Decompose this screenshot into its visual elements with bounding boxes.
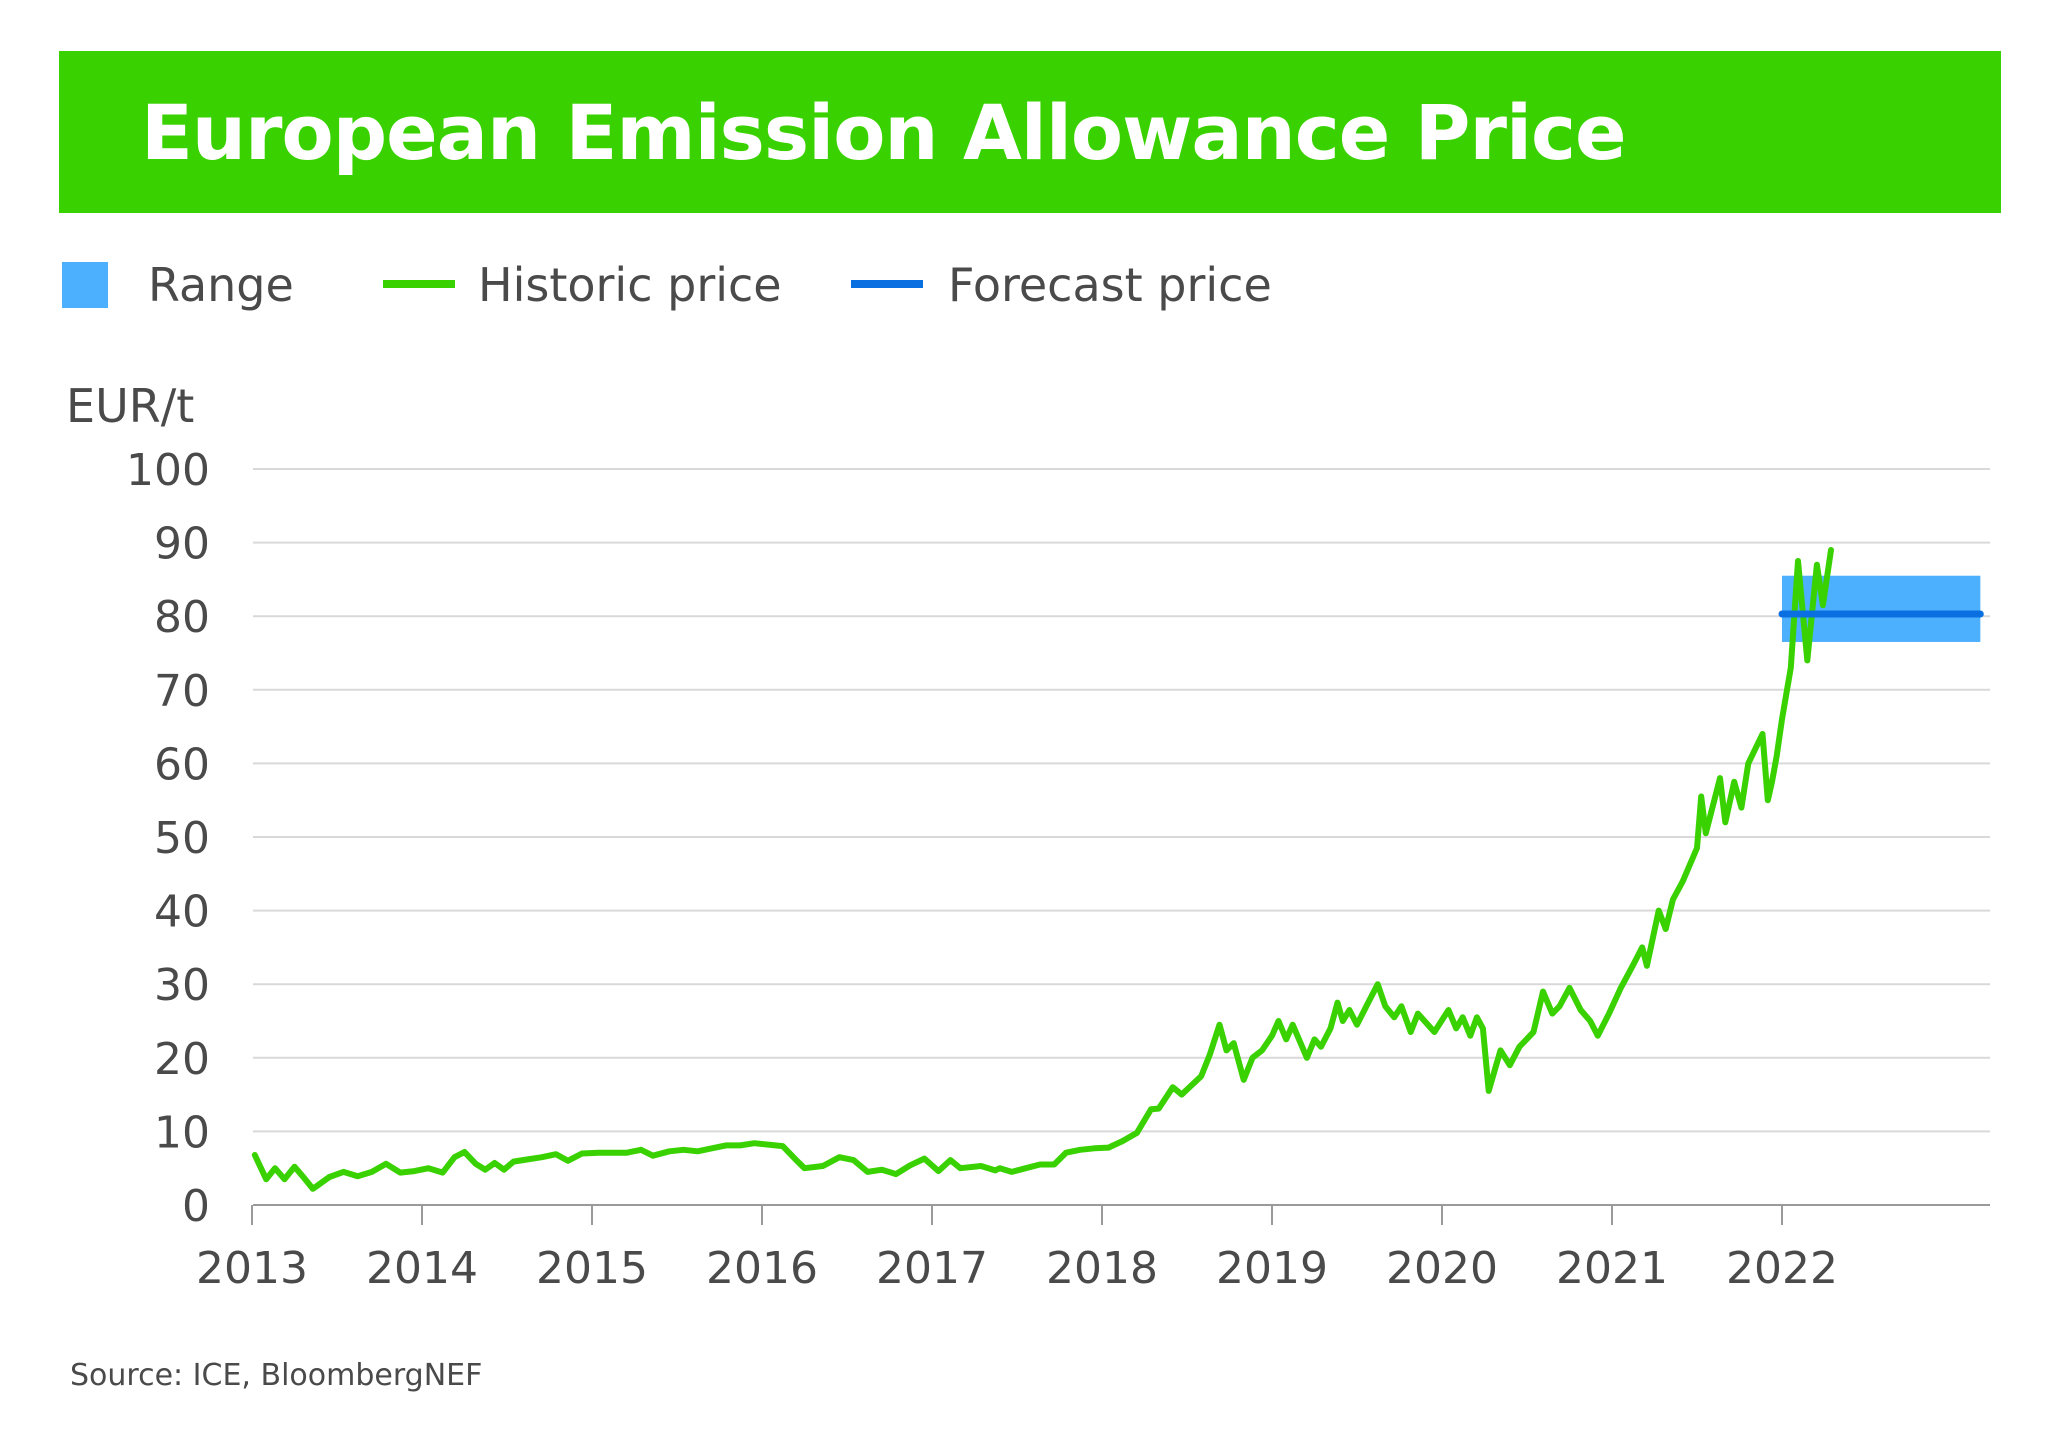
x-tick-label: 2018: [1046, 1243, 1158, 1294]
y-tick-label: 60: [154, 739, 210, 790]
x-tick-label: 2020: [1386, 1243, 1498, 1294]
legend-item-forecast: Forecast price: [851, 255, 1291, 315]
y-tick-label: 20: [154, 1034, 210, 1085]
grid-lines: [253, 468, 1990, 1133]
y-tick-label: 0: [182, 1181, 210, 1232]
y-tick-label: 70: [154, 666, 210, 717]
legend-label-historic: Historic price: [478, 258, 782, 312]
y-tick-label: 90: [154, 519, 210, 570]
x-tick-label: 2013: [196, 1243, 308, 1294]
source-note: Source: ICE, BloombergNEF: [70, 1358, 483, 1393]
series-line-historic-price: [251, 547, 1834, 1192]
x-axis: [251, 1204, 1990, 1225]
y-tick-label: 50: [154, 813, 210, 864]
x-tick-label: 2014: [366, 1243, 478, 1294]
y-tick-label: 80: [154, 592, 210, 643]
y-tick-label: 100: [126, 445, 210, 496]
x-tick-label: 2017: [876, 1243, 988, 1294]
y-axis-unit: EUR/t: [66, 379, 195, 433]
y-tick-label: 40: [154, 887, 210, 938]
x-tick-label: 2021: [1556, 1243, 1668, 1294]
x-tick-label: 2022: [1726, 1243, 1838, 1294]
y-tick-labels: 0 10 20 30 40 50 60 70 80 90 100: [126, 445, 210, 1232]
x-tick-labels: 2013 2014 2015 2016 2017 2018 2019 2020 2021 2022: [196, 1243, 1838, 1294]
series-layer: [251, 547, 1984, 1192]
legend-item-range: Range: [62, 255, 322, 315]
x-tick-label: 2019: [1216, 1243, 1328, 1294]
y-tick-label: 10: [154, 1107, 210, 1158]
y-tick-label: 30: [154, 960, 210, 1011]
legend-swatch-forecast: [851, 280, 923, 288]
x-tick-label: 2015: [536, 1243, 648, 1294]
legend-label-forecast: Forecast price: [948, 258, 1272, 312]
legend-swatch-range: [62, 262, 108, 308]
legend-item-historic: Historic price: [383, 255, 803, 315]
x-tick-label: 2016: [706, 1243, 818, 1294]
legend-swatch-historic: [383, 280, 455, 288]
legend-label-range: Range: [148, 258, 294, 312]
chart-title: European Emission Allowance Price: [141, 88, 1627, 177]
title-banner: European Emission Allowance Price: [59, 51, 2001, 213]
